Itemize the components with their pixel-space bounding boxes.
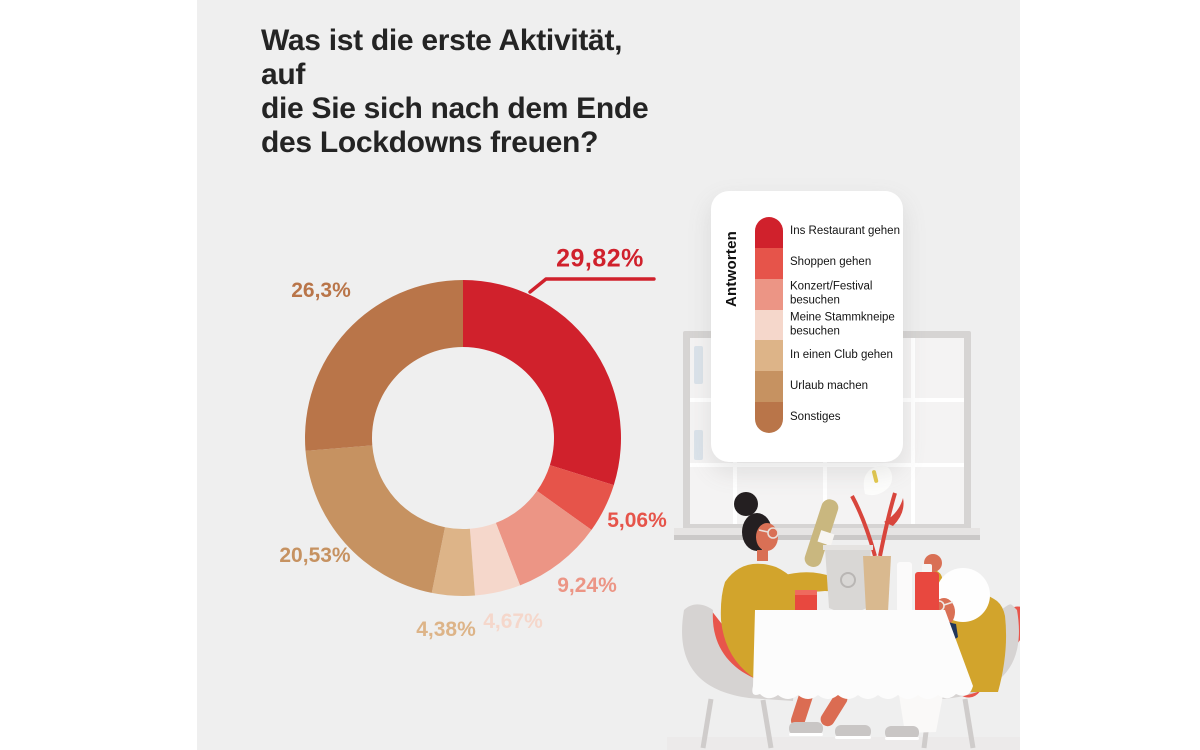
donut-chart bbox=[305, 280, 621, 596]
red-carton bbox=[915, 572, 939, 612]
left-chair bbox=[682, 604, 794, 749]
slice-label-sonstiges: 26,3% bbox=[291, 279, 351, 302]
slice-label-club: 4,38% bbox=[416, 618, 476, 641]
slice-label-shoppen: 5,06% bbox=[607, 509, 667, 532]
donut-slice-1 bbox=[537, 465, 614, 530]
donut-slice-4 bbox=[431, 527, 475, 596]
table bbox=[752, 610, 973, 699]
vase bbox=[863, 556, 891, 612]
woman-shoe bbox=[789, 722, 823, 735]
restaurant-illustration bbox=[667, 331, 1020, 750]
slice-label-konzert: 9,24% bbox=[557, 574, 617, 597]
legend-swatch-sonstiges bbox=[755, 402, 783, 433]
slice-label-urlaub: 20,53% bbox=[279, 544, 351, 567]
legend-item-club: In einen Club gehen bbox=[790, 349, 893, 362]
floor bbox=[667, 737, 1020, 750]
title-line-2: die Sie sich nach dem Ende bbox=[261, 92, 649, 125]
table-items bbox=[795, 465, 939, 616]
slice-label-stammkneipe: 4,67% bbox=[483, 610, 543, 633]
legend-swatch-stammkneipe bbox=[755, 309, 783, 341]
infographic-canvas: Was ist die erste Aktivität, auf die Sie… bbox=[197, 0, 1020, 750]
highlight-leader-line bbox=[528, 277, 656, 294]
woman-glasses bbox=[767, 527, 779, 539]
legend-title: Antworten bbox=[723, 231, 740, 307]
man-shoe bbox=[885, 726, 919, 739]
donut-slice-6 bbox=[305, 280, 463, 451]
legend-item-sonstiges: Sonstiges bbox=[790, 411, 841, 424]
legend-item-stammkneipe: Meine Stammkneipe besuchen bbox=[790, 311, 895, 337]
legend-swatch-konzert bbox=[755, 278, 783, 310]
legend-swatch-ins-restaurant bbox=[755, 217, 783, 248]
legend-item-konzert: Konzert/Festival besuchen bbox=[790, 280, 873, 306]
title-line-1: Was ist die erste Aktivität, auf bbox=[261, 24, 623, 91]
legend-swatch-club bbox=[755, 340, 783, 372]
donut-slice-3 bbox=[469, 522, 521, 596]
slice-label-ins-restaurant: 29,82% bbox=[556, 244, 644, 273]
wine-bucket bbox=[825, 548, 871, 613]
legend-swatch-urlaub bbox=[755, 371, 783, 403]
donut-slice-5 bbox=[305, 445, 445, 593]
flower-leaf bbox=[884, 498, 904, 526]
legend-color-capsule bbox=[755, 217, 783, 433]
legend-item-urlaub: Urlaub machen bbox=[790, 380, 868, 393]
man-pants bbox=[899, 695, 943, 733]
donut-slice-2 bbox=[495, 490, 592, 586]
woman-hair-bun bbox=[734, 492, 758, 516]
title-line-3: des Lockdowns freuen? bbox=[261, 126, 599, 159]
legend-item-ins-restaurant: Ins Restaurant gehen bbox=[790, 225, 900, 238]
donut-slice-0 bbox=[463, 280, 621, 486]
legend-swatch-shoppen bbox=[755, 247, 783, 279]
page-title: Was ist die erste Aktivität, auf die Sie… bbox=[261, 24, 673, 160]
legend-card: Antworten Ins Restaurant gehen Shoppen g… bbox=[711, 191, 903, 462]
legend-item-shoppen: Shoppen gehen bbox=[790, 256, 872, 269]
red-glass bbox=[795, 590, 817, 616]
candle bbox=[897, 562, 912, 612]
